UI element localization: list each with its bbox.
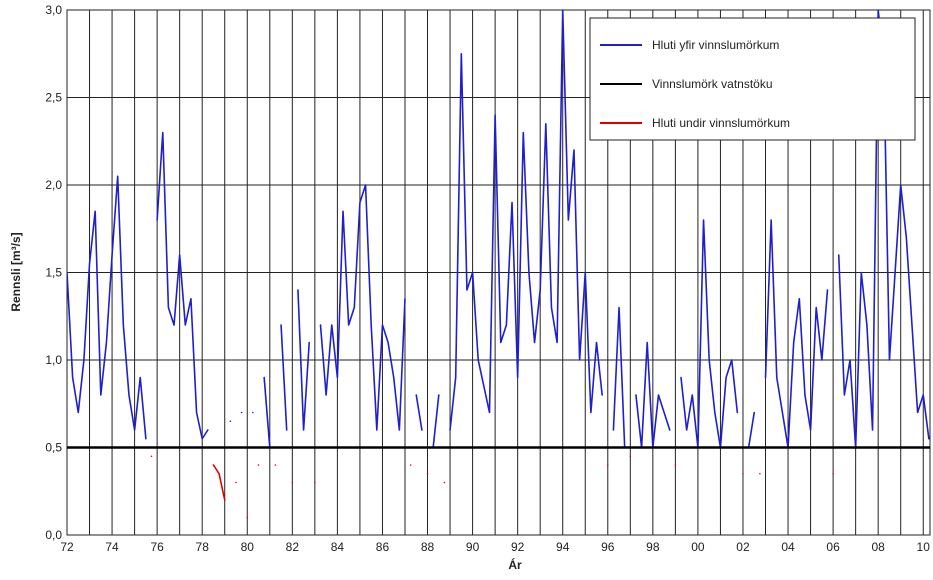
legend-label: Hluti yfir vinnslumörkum [652, 38, 779, 52]
x-tick-label: 74 [105, 540, 119, 554]
legend-label: Vinnslumörk vatnstöku [652, 77, 773, 91]
x-tick-label: 82 [286, 540, 300, 554]
x-tick-label: 02 [736, 540, 750, 554]
y-tick-label: 0,5 [45, 441, 62, 455]
x-tick-label: 92 [511, 540, 525, 554]
legend-box [589, 17, 916, 141]
x-tick-label: 86 [376, 540, 390, 554]
x-tick-label: 84 [331, 540, 345, 554]
y-tick-label: 1,5 [45, 266, 62, 280]
y-axis-label: Rennsli [m³/s] [9, 232, 23, 311]
x-tick-label: 90 [466, 540, 480, 554]
x-tick-label: 10 [917, 540, 931, 554]
x-tick-label: 78 [196, 540, 210, 554]
y-tick-label: 2,0 [45, 178, 62, 192]
x-tick-label: 80 [241, 540, 255, 554]
data-line [150, 455, 834, 519]
x-tick-label: 98 [646, 540, 660, 554]
y-tick-label: 0,0 [45, 528, 62, 542]
x-tick-label: 06 [826, 540, 840, 554]
x-tick-label: 88 [421, 540, 435, 554]
y-tick-label: 2,5 [45, 91, 62, 105]
y-tick-label: 3,0 [45, 3, 62, 17]
x-tick-label: 04 [781, 540, 795, 554]
data-line [67, 9, 930, 449]
x-tick-label: 94 [556, 540, 570, 554]
y-tick-label: 1,0 [45, 353, 62, 367]
legend-label: Hluti undir vinnslumörkum [652, 116, 790, 130]
x-tick-label: 00 [691, 540, 705, 554]
x-tick-label: 72 [60, 540, 74, 554]
x-tick-label: 96 [601, 540, 615, 554]
x-tick-label: 76 [150, 540, 164, 554]
x-tick-label: 08 [871, 540, 885, 554]
x-axis-label: Ár [508, 557, 522, 572]
